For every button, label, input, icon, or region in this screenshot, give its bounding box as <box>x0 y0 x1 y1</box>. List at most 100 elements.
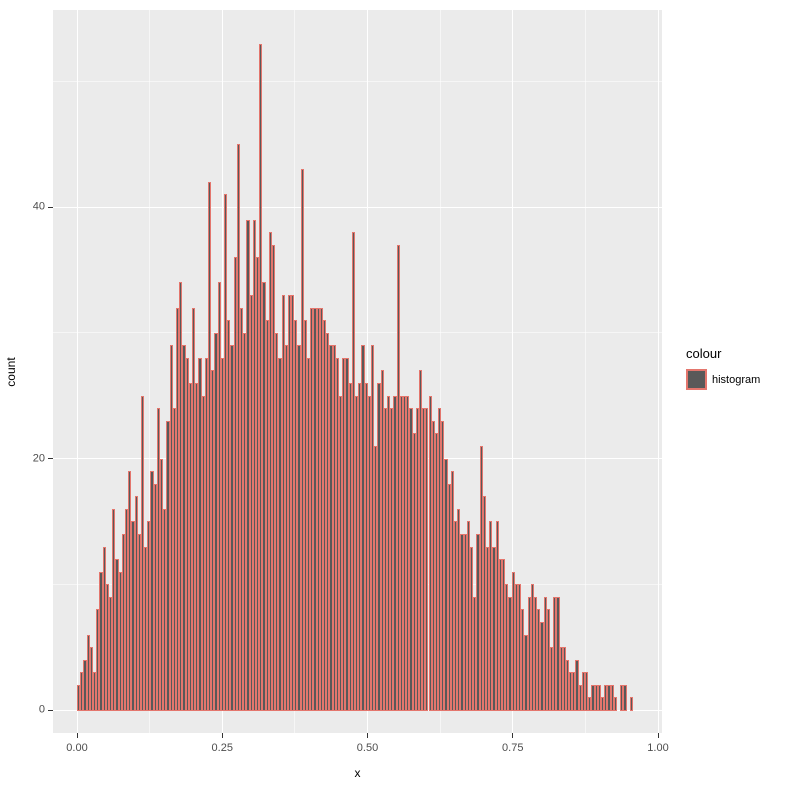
y-tick-mark <box>48 709 53 711</box>
histogram-bar <box>380 370 384 711</box>
histogram-bar <box>444 458 448 711</box>
histogram-bar <box>581 672 586 711</box>
histogram-bar <box>521 609 525 711</box>
histogram-bar <box>613 697 618 711</box>
histogram-bar <box>450 471 455 711</box>
histogram-bar <box>454 521 458 711</box>
histogram-bar <box>185 357 189 711</box>
histogram-bar <box>361 345 365 711</box>
x-tick-mark <box>221 733 223 738</box>
x-tick-mark <box>512 733 514 738</box>
gridline-x-minor <box>149 10 151 733</box>
legend-item-histogram: histogram <box>686 369 760 390</box>
histogram-bar <box>351 232 355 711</box>
histogram-bar <box>137 533 141 711</box>
histogram-bar <box>105 584 109 711</box>
histogram-bar <box>300 169 304 711</box>
histogram-bar <box>492 546 496 711</box>
histogram-bar <box>527 596 531 711</box>
histogram-bar <box>585 672 589 711</box>
histogram-bar <box>457 508 461 711</box>
histogram-bar <box>537 609 541 711</box>
histogram-bar <box>473 596 477 711</box>
histogram-bar <box>92 672 97 711</box>
histogram-bar <box>339 395 343 711</box>
histogram-bar <box>102 546 106 711</box>
histogram-bar <box>124 508 129 711</box>
histogram-bar <box>470 546 474 711</box>
histogram-bar <box>358 383 362 711</box>
histogram-bar <box>345 357 349 711</box>
histogram-bar <box>386 395 391 711</box>
gridline-x-minor <box>584 10 586 733</box>
histogram-bar <box>489 521 493 711</box>
gridline-y-minor <box>53 332 662 334</box>
y-tick-label: 40 <box>32 200 45 213</box>
histogram-bar <box>601 697 605 711</box>
histogram-bar <box>505 584 509 711</box>
histogram-bar <box>192 307 196 711</box>
x-tick-label: 0.75 <box>502 742 524 754</box>
histogram-bar <box>553 596 557 711</box>
histogram-bar <box>409 408 413 711</box>
histogram-bar <box>259 43 263 711</box>
histogram-bar <box>482 496 487 711</box>
histogram-bar <box>275 332 279 711</box>
histogram-bar <box>201 395 205 711</box>
histogram-bar <box>96 609 100 711</box>
histogram-bar <box>284 345 288 711</box>
histogram-bar <box>121 533 125 711</box>
histogram-bar <box>131 521 135 711</box>
y-tick-label: 0 <box>38 703 45 716</box>
histogram-bar <box>195 383 199 711</box>
histogram-bar <box>588 697 592 711</box>
gridline-y-minor <box>53 80 662 82</box>
histogram-bar <box>233 257 237 711</box>
histogram-bar <box>383 408 387 711</box>
histogram-bar <box>89 647 93 711</box>
histogram-bar <box>99 571 103 711</box>
histogram-bar <box>441 420 445 711</box>
legend-key-swatch <box>686 369 707 390</box>
histogram-bar <box>118 571 122 711</box>
histogram-bar <box>172 408 177 711</box>
histogram-bar <box>415 408 419 711</box>
histogram-bar <box>610 684 614 711</box>
gridline-x-major <box>512 10 514 733</box>
histogram-bar <box>179 282 183 711</box>
histogram-bar <box>83 659 87 711</box>
histogram-bar <box>495 521 499 711</box>
histogram-bar <box>406 395 410 711</box>
histogram-bar <box>265 320 269 711</box>
legend-title: colour <box>686 346 722 361</box>
histogram-bar <box>115 559 119 711</box>
histogram-bar <box>412 433 416 711</box>
histogram-bar <box>402 395 407 711</box>
y-tick-label: 20 <box>32 452 45 464</box>
histogram-bar <box>607 684 611 711</box>
histogram-bar <box>604 684 608 711</box>
histogram-bar <box>374 445 378 711</box>
histogram-bar <box>370 345 375 711</box>
histogram-bar <box>153 483 157 711</box>
histogram-bar <box>236 144 240 711</box>
x-tick-mark <box>657 733 659 738</box>
histogram-bar <box>434 433 439 711</box>
histogram-bar <box>390 408 394 711</box>
histogram-bar <box>287 295 292 711</box>
histogram-bar <box>517 584 522 711</box>
histogram-bar <box>77 684 81 711</box>
histogram-bar <box>147 521 151 711</box>
histogram-bar <box>223 194 228 711</box>
histogram-bar <box>594 684 598 711</box>
histogram-bar <box>297 345 301 711</box>
histogram-bar <box>211 370 215 711</box>
histogram-bar <box>540 621 544 711</box>
histogram-bar <box>144 546 148 711</box>
histogram-bar <box>533 596 538 711</box>
histogram-bar <box>150 471 154 711</box>
histogram-bar <box>559 647 563 711</box>
histogram-bar <box>307 357 311 711</box>
histogram-bar <box>572 672 576 711</box>
histogram-bar <box>160 458 164 711</box>
